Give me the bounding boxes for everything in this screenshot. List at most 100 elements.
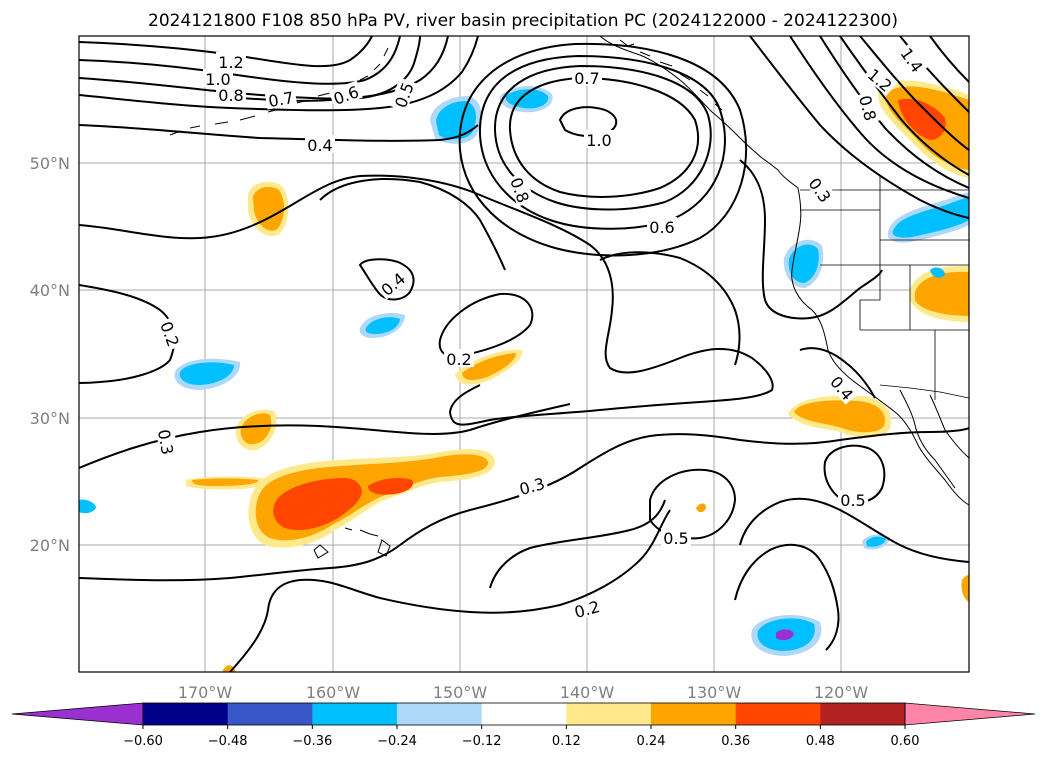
colorbar-segment [312, 703, 398, 725]
contour-label-text: 0.6 [649, 218, 674, 237]
contour-0.2-south [229, 509, 671, 672]
contour-label-text: 0.5 [840, 491, 865, 510]
contour-label-text: 1.2 [218, 53, 243, 72]
contour-label-background [896, 41, 929, 77]
contour-label-text: 0.2 [446, 350, 471, 369]
y-axis-labels: 20°N 30°N 40°N 50°N [30, 154, 70, 555]
contour-0.3-south [489, 499, 666, 589]
contour-label-background [328, 80, 363, 108]
map-panel: 1.21.00.8 0.7 0.6 0.50.40.71.00.80.60.40.20… [78, 35, 970, 673]
contour-0.4-inner [358, 258, 415, 301]
hawaiian-islands [313, 527, 391, 559]
contour-label: 0.6 [647, 217, 677, 237]
contour-label-background [863, 62, 898, 96]
contour-0.5-gulf [458, 42, 748, 257]
colorbar-extend-max [904, 702, 1036, 726]
precip-negative-156w-37n-core [365, 317, 400, 334]
precip-negative-151w-54n-core [436, 101, 476, 140]
contour-1.0 [79, 36, 401, 85]
contour-right-3 [819, 36, 969, 189]
contour-label-background [838, 490, 868, 508]
map-frame [78, 35, 970, 673]
contour-label-background [155, 425, 179, 459]
contour-label-text: 1.0 [586, 131, 611, 150]
contour-label-background [584, 130, 614, 148]
us-mexico-border [879, 384, 969, 399]
precip-positive-148w-33n-core [462, 353, 516, 380]
contour-0.8-gulf [508, 76, 700, 198]
contour-1.2 [79, 36, 373, 68]
colorbar-segment [481, 703, 567, 725]
contour-right-4 [789, 36, 969, 199]
contour-right-5 [749, 36, 969, 219]
contour-label: 1.0 [584, 130, 614, 150]
precip-positive-167w-29n-core [240, 413, 272, 445]
contour-0.3-west [79, 403, 571, 469]
colorbar-segment [735, 703, 821, 725]
precip-negative-edge-114w [930, 267, 945, 278]
colorbar-segment [566, 703, 652, 725]
contour-label-background [572, 68, 602, 86]
contour-label-background [507, 172, 535, 207]
contour-label-background [389, 77, 417, 112]
precip-positive-165w-47n-core [253, 186, 285, 231]
contour-0.3-long [79, 427, 969, 582]
contour-0.4-central [79, 174, 774, 426]
us-state-lines [800, 175, 969, 400]
precip-positive-hawaii-red2 [368, 478, 414, 495]
contour-label-text: 1.0 [205, 70, 230, 89]
contour-0.4-west [319, 178, 506, 271]
contour-label-background [514, 472, 549, 498]
contour-label-background [826, 370, 860, 405]
contour-label: 1.0 [203, 69, 233, 89]
x-tick-label-170w: 170°W [178, 683, 233, 702]
contour-1.0-gulf [558, 106, 618, 138]
contour-label-background [647, 217, 677, 235]
x-axis-labels: 170°W 160°W 150°W 140°W 130°W 120°W [178, 683, 869, 702]
contour-label-background [856, 90, 882, 125]
colorbar-tick-label: 0.12 [552, 734, 581, 749]
precip-shading [79, 80, 969, 672]
contour-label: 0.4 [305, 135, 335, 155]
contour-label-text: 0.5 [663, 529, 688, 548]
contour-right-6 [929, 36, 969, 83]
baja-california [899, 389, 969, 489]
precip-positive-strip-orange [192, 478, 259, 486]
colorbar-tick-label: −0.48 [208, 734, 248, 749]
contour-label: 0.3 [154, 425, 179, 459]
contour-label-background [216, 85, 246, 103]
precip-negative-123w-42n-core [788, 244, 819, 283]
contour-label-background [375, 266, 410, 300]
contour-label: 0.8 [216, 85, 246, 105]
contour-label-background [804, 171, 837, 207]
colorbar-tick-label: 0.60 [891, 734, 920, 749]
y-tick-label-40n: 40°N [30, 281, 70, 300]
colorbar-tick-label: −0.36 [292, 734, 332, 749]
contour-label-text: 0.8 [218, 86, 243, 105]
colorbar-tick-label: 0.36 [721, 734, 750, 749]
contour-label-background [216, 52, 246, 70]
colorbar-segment [820, 703, 906, 725]
colorbar-extend-min [11, 702, 144, 726]
contour-right-1 [859, 36, 969, 151]
precip-positive-edge [961, 575, 969, 602]
x-tick-label-130w: 130°W [687, 683, 742, 702]
contour-0.2-coast [599, 251, 741, 366]
contour-0.4-coast [739, 159, 883, 320]
y-tick-label-20n: 20°N [30, 536, 70, 555]
contour-label: 0.7 [264, 86, 298, 111]
contour-label-text: 0.7 [267, 88, 295, 111]
contour-label: 0.7 [572, 68, 602, 88]
colorbar-tick-label: 0.48 [806, 734, 835, 749]
colorbar-tick-label: −0.12 [462, 734, 502, 749]
contour-label-background [157, 316, 185, 351]
contour-0.3-lower [739, 497, 969, 563]
colorbar-tick-label: 0.24 [637, 734, 666, 749]
contour-label: 0.2 [444, 349, 474, 369]
x-tick-label-140w: 140°W [560, 683, 615, 702]
contour-label-background [264, 86, 298, 110]
contour-label-background [203, 69, 233, 87]
colorbar-segment [143, 703, 229, 725]
precip-negative-170w-34n-core [179, 362, 234, 385]
pv-contours [79, 36, 969, 672]
